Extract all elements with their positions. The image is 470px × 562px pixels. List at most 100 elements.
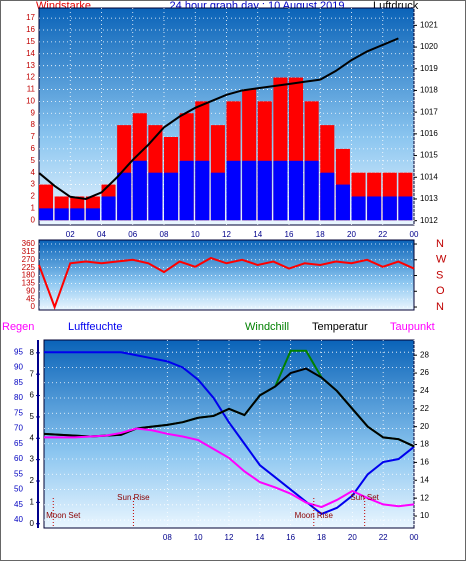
bar — [195, 160, 210, 221]
y2-tick-label: 1019 — [420, 64, 438, 73]
bar — [70, 208, 85, 221]
x-tick-label: 02 — [66, 230, 75, 239]
chart-title: 24 hour graph day : 10 August 2019 — [170, 0, 345, 12]
x-tick-label: 20 — [348, 533, 357, 542]
bar — [367, 196, 382, 221]
y2-tick-label: 1013 — [420, 194, 438, 203]
y-tick-label: 2 — [31, 192, 36, 201]
x-tick-label: 22 — [379, 533, 388, 542]
bar — [179, 160, 194, 221]
bar — [148, 172, 163, 221]
x-tick-label: 12 — [222, 230, 231, 239]
bar — [304, 160, 319, 221]
y2-tick-label: 14 — [420, 475, 429, 484]
y-tick-label: 70 — [14, 424, 23, 433]
y-tick-label: 0 — [31, 302, 36, 311]
rain-tick-label: 4 — [30, 433, 35, 442]
x-tick-label: 20 — [347, 230, 356, 239]
x-tick-label: 16 — [285, 230, 294, 239]
y-axis-label: Windstarke — [36, 0, 91, 12]
y2-tick-label: 1017 — [420, 107, 438, 116]
y-tick-label: 10 — [26, 96, 35, 105]
x-tick-label: 10 — [191, 230, 200, 239]
x-tick-label: 08 — [160, 230, 169, 239]
bar — [382, 196, 397, 221]
y-tick-label: 14 — [26, 49, 35, 58]
y-tick-label: 270 — [22, 255, 36, 264]
y2-tick-label: S — [436, 269, 443, 281]
x-tick-label: 10 — [194, 533, 203, 542]
bar — [101, 196, 116, 221]
annotation: Sun Rise — [117, 493, 150, 502]
y-tick-label: 90 — [26, 286, 35, 295]
annotation: Sun Set — [350, 493, 379, 502]
y-tick-label: 16 — [26, 25, 35, 34]
x-tick-label: 14 — [255, 533, 264, 542]
y2-tick-label: 1015 — [420, 151, 438, 160]
bar — [117, 172, 132, 221]
y-tick-label: 360 — [22, 239, 36, 248]
y2-tick-label: 1021 — [420, 20, 438, 29]
y-tick-label: 5 — [31, 156, 36, 165]
rain-tick-label: 2 — [30, 476, 35, 485]
y2-tick-label: 18 — [420, 440, 429, 449]
x-tick-label: 18 — [316, 230, 325, 239]
y2-axis-label: Luftdruck — [373, 0, 419, 12]
bar — [39, 208, 54, 221]
rain-tick-label: 5 — [30, 412, 35, 421]
bar — [351, 196, 366, 221]
legend-entry: Temperatur — [312, 321, 368, 333]
y2-tick-label: 1020 — [420, 42, 438, 51]
y-tick-label: 85 — [14, 378, 23, 387]
rain-tick-label: 8 — [30, 348, 35, 357]
line — [44, 427, 415, 509]
x-tick-label: 14 — [253, 230, 262, 239]
y-tick-label: 65 — [14, 439, 23, 448]
y2-tick-label: 1012 — [420, 216, 438, 225]
y2-tick-label: 16 — [420, 458, 429, 467]
legend-entry: Windchill — [245, 321, 289, 333]
bar — [85, 208, 100, 221]
x-tick-label: 00 — [410, 533, 419, 542]
y2-tick-label: N — [436, 301, 444, 313]
y-tick-label: 135 — [22, 279, 36, 288]
y2-tick-label: 10 — [420, 511, 429, 520]
y-tick-label: 6 — [31, 144, 36, 153]
y2-tick-label: 22 — [420, 404, 429, 413]
bar — [398, 196, 413, 221]
y2-tick-label: 24 — [420, 386, 429, 395]
line — [44, 351, 415, 516]
y2-tick-label: N — [436, 238, 444, 250]
y-tick-label: 3 — [31, 180, 36, 189]
x-tick-label: 08 — [163, 533, 172, 542]
y2-tick-label: 12 — [420, 493, 429, 502]
line — [38, 256, 415, 310]
y-tick-label: 13 — [26, 61, 35, 70]
y-tick-label: 225 — [22, 263, 36, 272]
x-tick-label: 04 — [97, 230, 106, 239]
bar — [226, 160, 241, 221]
y2-tick-label: 1016 — [420, 129, 438, 138]
bar — [242, 160, 257, 221]
y2-tick-label: 28 — [420, 350, 429, 359]
line — [38, 37, 399, 200]
x-tick-label: 00 — [410, 230, 419, 239]
y-tick-label: 180 — [22, 271, 36, 280]
y-tick-label: 4 — [31, 168, 36, 177]
y-tick-label: 45 — [26, 294, 35, 303]
legend-entry: Taupunkt — [390, 321, 435, 333]
y2-tick-label: O — [436, 285, 445, 297]
y-tick-label: 12 — [26, 73, 35, 82]
x-tick-label: 18 — [317, 533, 326, 542]
bar — [273, 160, 288, 221]
bar — [54, 208, 69, 221]
rain-tick-label: 1 — [30, 497, 35, 506]
bar — [320, 172, 335, 221]
y2-tick-label: 20 — [420, 422, 429, 431]
y-tick-label: 75 — [14, 408, 23, 417]
bar — [257, 160, 272, 221]
y-tick-label: 0 — [31, 215, 36, 224]
y-tick-label: 7 — [31, 132, 36, 141]
y2-tick-label: 26 — [420, 368, 429, 377]
